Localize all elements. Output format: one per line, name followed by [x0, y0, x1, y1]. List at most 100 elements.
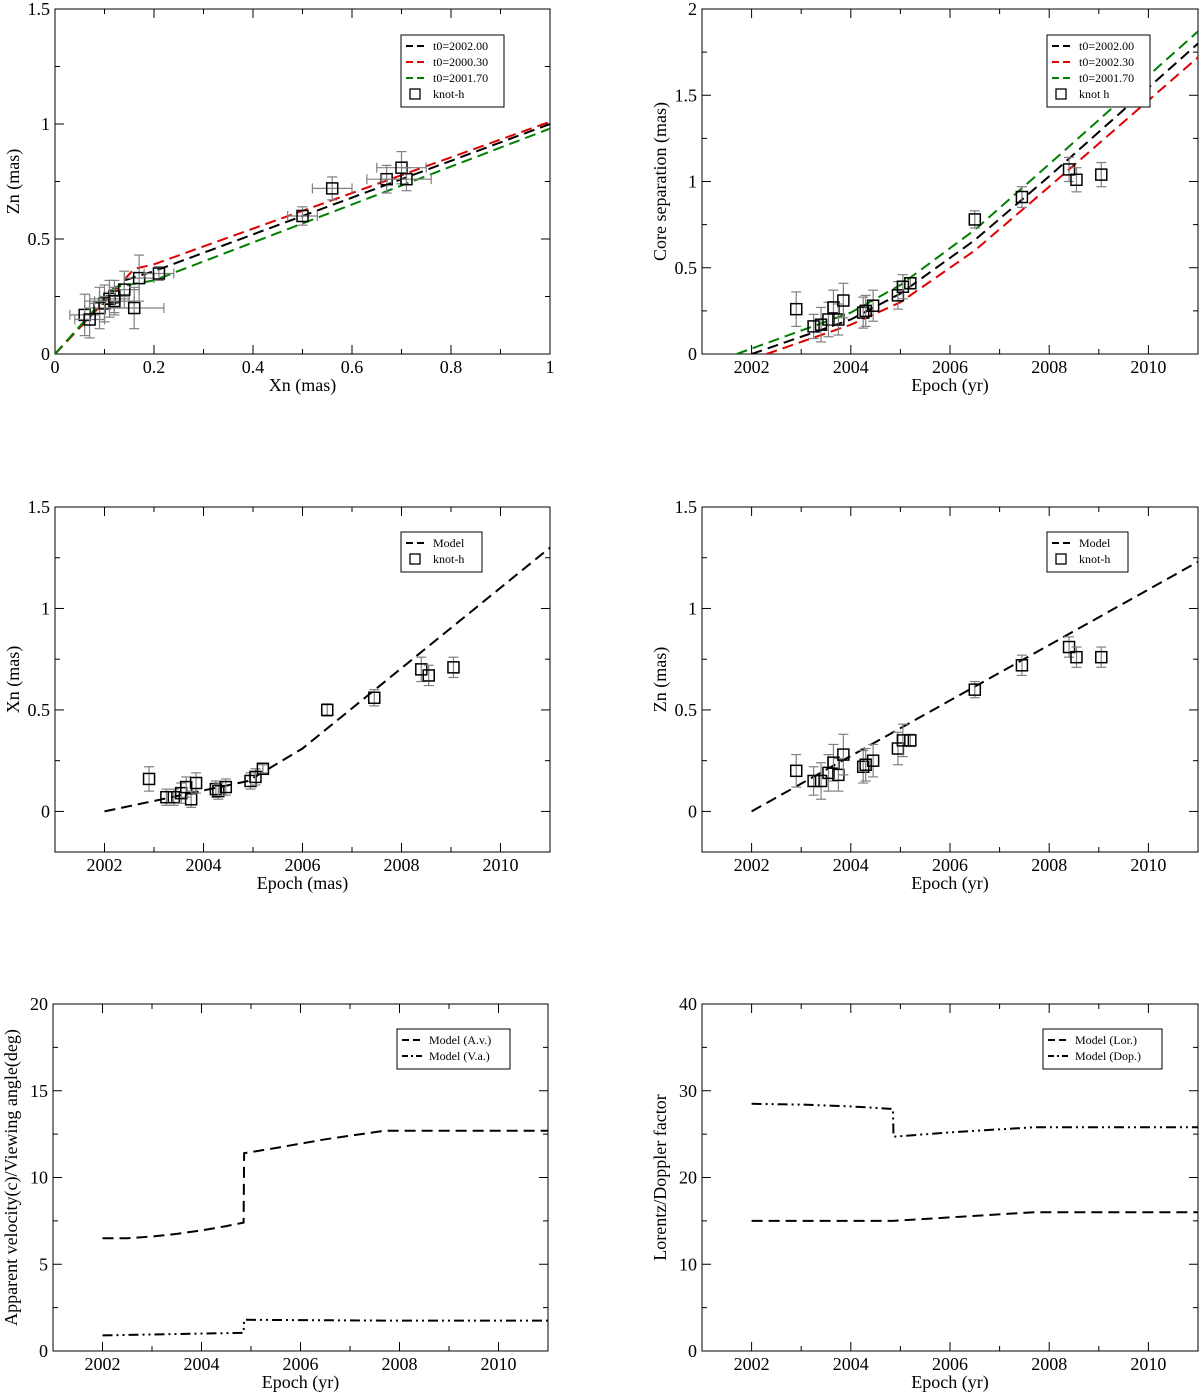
legend-label: knot-h	[433, 87, 464, 101]
series-line-0	[102, 1129, 548, 1240]
y-tick-label: 20	[679, 1168, 697, 1188]
x-tick-label: 2002	[734, 855, 770, 875]
square-marker	[179, 780, 193, 794]
data-point	[968, 680, 982, 699]
y-tick-label: 1	[688, 172, 697, 192]
square-marker	[904, 277, 917, 290]
x-tick-label: 2008	[384, 855, 420, 875]
data-point	[422, 664, 435, 687]
series-group	[55, 120, 550, 354]
data-point	[212, 782, 225, 800]
square-marker	[219, 780, 233, 794]
square-marker	[837, 294, 850, 307]
series-group	[736, 30, 1198, 354]
data-point	[1095, 646, 1108, 668]
x-tick-label: 2010	[1130, 357, 1166, 377]
x-tick-label: 2008	[1031, 855, 1067, 875]
square-marker	[896, 734, 910, 747]
data-point	[807, 313, 820, 340]
y-tick-label: 0	[688, 344, 697, 364]
data-point	[311, 176, 353, 201]
square-marker	[167, 790, 181, 804]
x-tick-label: 0.4	[242, 357, 265, 377]
legend-label: t0=2001.70	[1079, 71, 1134, 85]
x-tick-label: 2010	[481, 1354, 517, 1374]
data-point	[837, 282, 850, 319]
x-tick-label: 1	[546, 357, 555, 377]
square-marker	[152, 267, 166, 280]
square-marker	[118, 283, 131, 296]
data-point	[896, 274, 910, 300]
chart-panel-p2: 2002 2004 2006 2008 2010 0 0.5 1 1.5 2 Epoch (yr) C…	[650, 0, 1199, 396]
series-line-0	[751, 1211, 1198, 1222]
legend-label: t0=2002.00	[1079, 39, 1134, 53]
y-tick-label: 0.5	[28, 229, 51, 249]
square-marker	[212, 784, 225, 798]
square-marker	[127, 301, 141, 315]
square-marker	[249, 770, 262, 784]
data-point	[321, 703, 334, 717]
square-marker	[189, 776, 203, 790]
series-group	[104, 546, 550, 813]
data-point	[447, 656, 460, 679]
data-point	[287, 206, 318, 226]
data-point	[256, 762, 270, 776]
data-point	[103, 286, 165, 330]
legend-label: Model	[1079, 536, 1111, 550]
data-point	[789, 753, 803, 788]
legend-label: Model	[433, 536, 465, 550]
x-axis-title: Epoch (yr)	[911, 1372, 988, 1392]
data-point	[807, 766, 820, 796]
data-point	[904, 733, 917, 748]
square-marker	[814, 774, 828, 788]
legend-label: t0=2000.30	[433, 55, 488, 69]
legend-swatch-square	[409, 88, 421, 100]
data-point	[789, 291, 803, 327]
x-axis-title: Epoch (mas)	[257, 873, 348, 894]
legend-label: Model (Lor.)	[1075, 1033, 1137, 1047]
legend-box	[1042, 1028, 1163, 1070]
x-tick-label: 2004	[186, 855, 222, 875]
y-tick-label: 1.5	[675, 85, 698, 105]
legend-label: Model (Dop.)	[1075, 1049, 1141, 1063]
x-tick-label: 0.6	[341, 357, 364, 377]
y-tick-label: 40	[679, 994, 697, 1014]
data-point	[189, 772, 203, 794]
data-point	[249, 768, 262, 786]
y-tick-label: 10	[679, 1254, 697, 1274]
data-point	[143, 266, 175, 281]
data-point	[896, 723, 910, 758]
data-point	[837, 733, 850, 776]
legend-label: t0=2002.30	[1079, 55, 1134, 69]
square-marker	[832, 313, 845, 326]
y-tick-label: 0.5	[675, 258, 698, 278]
data-point	[856, 296, 870, 329]
square-marker	[1062, 163, 1076, 176]
data-point	[381, 167, 432, 192]
series-group	[751, 1102, 1198, 1222]
y-tick-label: 0	[41, 801, 50, 821]
y-axis-title: Zn (mas)	[650, 647, 671, 712]
y-tick-label: 1	[688, 598, 697, 618]
square-marker	[160, 790, 173, 804]
data-point	[1015, 654, 1029, 677]
chart-panel-p3: 2002 2004 2006 2008 2010 0 0.5 1 1.5 Epoch (mas) X…	[3, 497, 551, 894]
legend-label: Model (V.a.)	[429, 1049, 490, 1063]
y-tick-label: 0	[39, 1341, 48, 1361]
square-marker	[1070, 650, 1083, 664]
series-group	[751, 560, 1198, 813]
data-point	[1070, 646, 1083, 668]
legend-label: knot-h	[433, 552, 464, 566]
x-tick-label: 2008	[1031, 357, 1067, 377]
y-tick-label: 0	[688, 1341, 697, 1361]
square-marker	[1095, 650, 1108, 664]
legend-label: knot-h	[1079, 552, 1110, 566]
x-tick-label: 2008	[382, 1354, 418, 1374]
y-axis-title: Xn (mas)	[3, 646, 24, 713]
square-marker	[1015, 659, 1029, 672]
x-tick-label: 2002	[85, 1354, 121, 1374]
x-tick-label: 2002	[734, 1354, 770, 1374]
x-tick-label: 2010	[1130, 855, 1166, 875]
legend-label: knot h	[1079, 87, 1109, 101]
y-tick-label: 0.5	[675, 700, 698, 720]
